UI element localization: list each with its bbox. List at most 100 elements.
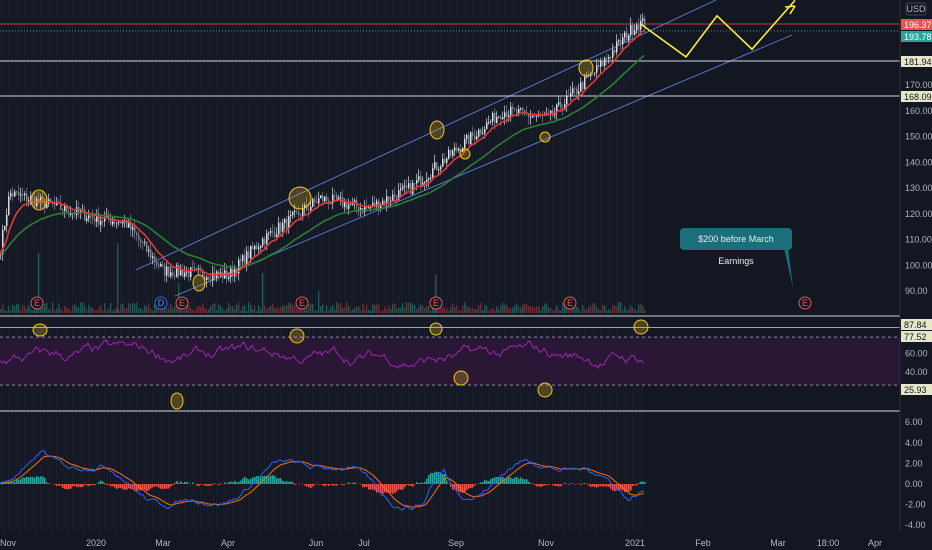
candle-body [294,211,296,212]
volume-bar [572,306,574,313]
volume-bar [378,304,380,313]
macd-histogram-bar [512,478,514,484]
macd-histogram-bar [536,484,538,487]
macd-histogram-bar [478,483,480,484]
macd-histogram-bar [398,484,400,490]
volume-bar [238,302,240,313]
macd-histogram-bar [344,484,346,485]
volume-bar [266,308,268,313]
candle-body [580,82,582,92]
macd-histogram-bar [564,482,566,484]
price-target-annotation[interactable]: $200 before March Earnings [680,228,792,266]
volume-bar [70,310,72,313]
macd-histogram-bar [72,484,74,487]
candle-body [370,206,372,208]
volume-bar [118,309,120,313]
volume-bar [54,310,56,313]
rsi-tick-label: 60.00 [905,348,928,358]
candle-body [122,220,124,224]
highlight-circle [459,148,471,160]
projection-path [639,0,796,59]
macd-histogram-bar [160,484,162,489]
macd-histogram-bar [526,479,528,484]
currency-badge[interactable] [905,2,927,16]
macd-histogram-bar [152,484,154,488]
macd-histogram-bar [232,482,234,484]
highlight-circle [192,274,206,292]
volume-bar [24,305,26,313]
candle-body [116,222,118,224]
macd-histogram-bar [286,481,288,484]
macd-histogram-bar [30,476,32,484]
macd-histogram-bar [220,483,222,484]
candle-body [252,246,254,250]
volume-bar [362,303,364,313]
volume-bar [432,304,434,313]
volume-bar [256,310,258,313]
candle-body [70,213,72,215]
macd-histogram-bar [436,471,438,484]
price-axis[interactable]: 90.00 100.00 110.00 120.00 130.00 140.00 150.0… [905,55,932,531]
macd-histogram-bar [86,484,88,486]
trend-channel [135,0,793,297]
time-tick-label: Jul [358,538,370,548]
volume-bar [248,302,250,313]
macd-histogram-bar [280,478,282,484]
macd-histogram-bar [400,484,402,490]
candle-body [604,58,606,66]
volume-bar [550,307,552,313]
volume-bar [502,302,504,313]
macd-histogram-bar [120,484,122,489]
volume-bar [210,305,212,313]
volume-bar [106,310,108,313]
candle-body [230,268,232,278]
volume-bar [596,307,598,313]
candle-body [196,267,198,269]
volume-bar [392,304,394,313]
macd-histogram-bar [24,477,26,484]
volume-bar [174,306,176,313]
time-axis[interactable]: Nov 2020 Mar Apr Jun Jul Sep Nov 2021 Feb Mar 18:00… [0,538,882,548]
macd-histogram-bar [42,476,44,484]
candle-body [518,109,520,115]
candle-body [570,93,572,96]
volume-bar [340,302,342,313]
volume-bar [388,305,390,313]
time-tick-label: Mar [770,538,786,548]
macd-histogram-bar [288,481,290,484]
volume-bar [50,309,52,313]
volume-bar [2,304,4,313]
volume-bar [368,309,370,313]
volume-bar [140,308,142,313]
volume-bar [382,310,384,313]
macd-histogram-bar [44,477,46,484]
macd-histogram-bar [270,475,272,484]
volume-bar [546,304,548,313]
macd-histogram-bar [624,484,626,493]
volume-bars [0,243,646,313]
candle-body [198,267,200,269]
volume-bar [352,309,354,313]
volume-bar [476,309,478,313]
candle-body [210,279,212,281]
candle-body [494,112,496,124]
volume-bar [68,308,70,313]
volume-bar [132,303,134,313]
rsi-highlight-circle [453,370,469,386]
candle-body [132,227,134,230]
candle-body [6,214,8,226]
vertical-grid [1,0,643,532]
volume-bar [148,303,150,313]
price-tick-label: 160.00 [905,106,932,116]
macd-histogram-bar [252,477,254,484]
projection-arrowhead [784,5,796,15]
candle-body [118,221,120,223]
candle-body [222,272,224,279]
candle-body [480,129,482,134]
volume-bar [350,310,352,313]
candle-body [274,232,276,238]
earnings-label: E [567,298,573,308]
candle-body [514,109,516,110]
macd-histogram-bar [508,476,510,484]
